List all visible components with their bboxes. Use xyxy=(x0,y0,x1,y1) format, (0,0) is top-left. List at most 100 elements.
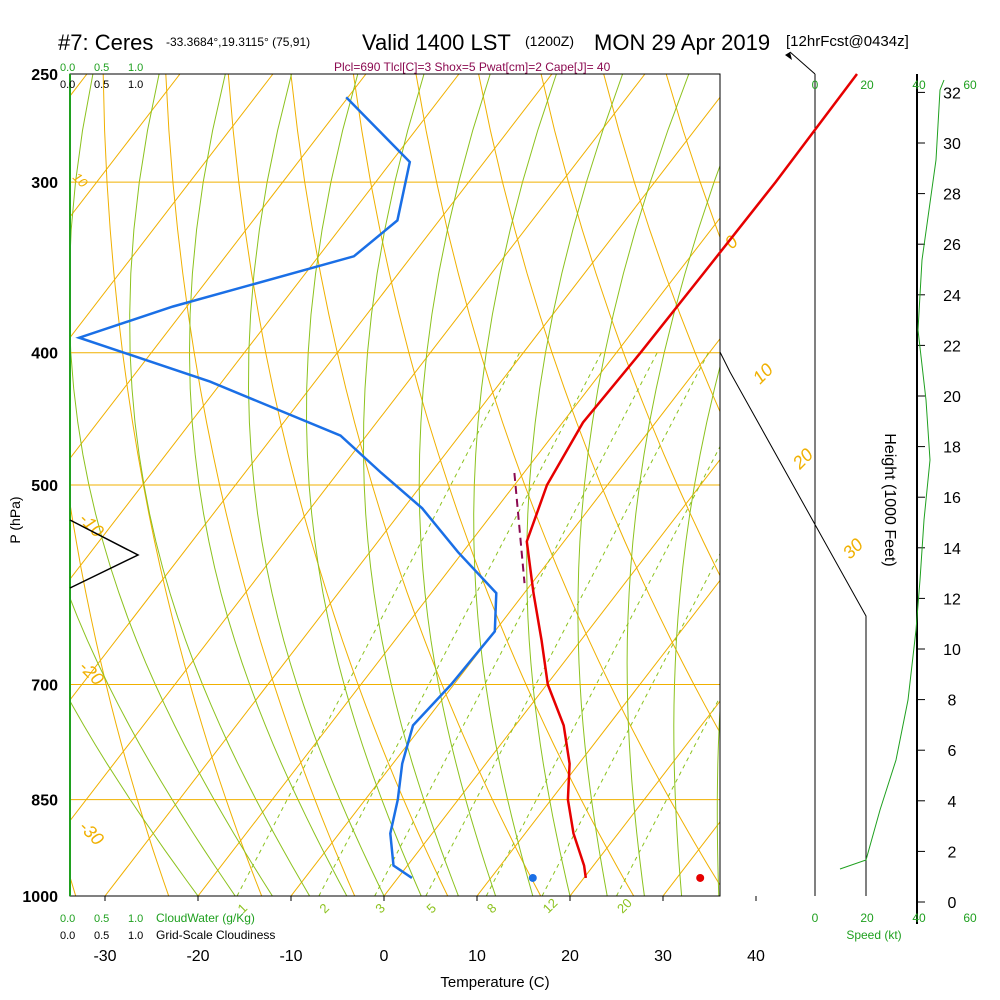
moist-adiabat-lines xyxy=(70,74,720,896)
wind-barb-feather xyxy=(793,255,799,269)
dry-adiabat-line xyxy=(603,74,720,413)
wind-barb-feather xyxy=(789,762,795,776)
wind-barb-feather xyxy=(789,775,795,789)
wind-speed-label: Speed (kt) xyxy=(846,928,901,942)
pressure-label: 500 xyxy=(31,478,58,495)
wind-barb-feather xyxy=(789,346,795,360)
wind-barb-feather xyxy=(789,580,795,594)
wind-barb-staff xyxy=(815,842,816,843)
wind-barb-feather xyxy=(789,424,795,438)
isotherm-label: 0 xyxy=(721,232,742,253)
cloudwater-label: CloudWater (g/Kg) xyxy=(156,911,255,925)
wind-barb-feather xyxy=(793,190,799,204)
cloudiness-bottom-tick: 0.5 xyxy=(94,930,109,942)
wind-barb-feather xyxy=(793,424,799,438)
wind-barb-feather xyxy=(793,749,799,763)
wind-barb-feather xyxy=(797,853,803,867)
height-tick-label: 8 xyxy=(948,693,957,710)
cloudwater-top-tick: 0.5 xyxy=(94,62,109,74)
x-tick-label: 30 xyxy=(654,948,672,965)
wind-barb-feather xyxy=(797,203,803,217)
mixing-ratio-line xyxy=(616,695,720,896)
wind-barb-staff xyxy=(815,179,816,180)
height-axis-label: Height (1000 Feet) xyxy=(881,433,898,566)
wind-barb-staff xyxy=(815,127,816,128)
height-tick-label: 30 xyxy=(943,136,961,153)
wind-barb-feather xyxy=(797,190,803,204)
moist-adiabat-line xyxy=(70,596,236,896)
wind-barb-feather xyxy=(789,788,795,802)
dry-adiabat-line xyxy=(478,74,720,734)
wind-barb-feather xyxy=(793,697,799,711)
wind-barb-feather xyxy=(789,710,795,724)
mixing-ratio-lines xyxy=(236,352,720,896)
wind-barb-feather xyxy=(797,502,803,516)
height-tick-label: 2 xyxy=(948,844,957,861)
isotherm-label: 30 xyxy=(839,535,867,563)
wind-barb-feather xyxy=(797,684,803,698)
wind-barb-feather xyxy=(793,385,799,399)
x-tick-label: 40 xyxy=(747,948,765,965)
wind-barb-feather xyxy=(789,736,795,750)
wind-barb-staff xyxy=(815,322,816,323)
height-tick-label: 10 xyxy=(943,642,961,659)
wind-speed-bottom-tick: 60 xyxy=(963,911,977,925)
parcel-lifted-line xyxy=(513,472,526,584)
wind-barb-staff xyxy=(815,387,816,388)
wind-barb-staff xyxy=(815,569,816,570)
wind-barb-feather xyxy=(797,177,803,191)
wind-barb-feather xyxy=(797,398,803,412)
wind-barb-feather xyxy=(789,515,795,529)
wind-barb-staff xyxy=(815,296,816,297)
wind-barb-feather xyxy=(793,242,799,256)
wind-barb-feather xyxy=(797,723,803,737)
wind-barb-feather xyxy=(789,697,795,711)
moist-adiabat-line xyxy=(577,74,690,896)
wind-barb-feather xyxy=(797,658,803,672)
wind-barb-feather xyxy=(793,554,799,568)
x-tick-label: 0 xyxy=(380,948,389,965)
wind-barb-feather xyxy=(789,749,795,763)
wind-barb-feather xyxy=(793,268,799,282)
cloudiness-top-tick: 0.0 xyxy=(60,79,75,91)
wind-speed-profile-line xyxy=(839,79,945,870)
isotherm-label: -30 xyxy=(75,817,108,850)
wind-barb-staff xyxy=(815,205,816,206)
wind-barb-feather xyxy=(793,658,799,672)
wind-barb-feather xyxy=(797,775,803,789)
moist-adiabat-line xyxy=(673,364,720,896)
wind-barb-feather xyxy=(793,619,799,633)
surface-dewpoint-marker xyxy=(528,873,537,882)
moist-adiabat-line xyxy=(247,74,385,896)
wind-speed-top-tick: 20 xyxy=(860,78,874,92)
wind-barb-staff xyxy=(815,634,816,635)
dry-adiabat-line xyxy=(540,74,720,577)
wind-barb-staff xyxy=(815,777,816,778)
y-axis-label: P (hPa) xyxy=(7,496,23,543)
wind-barb-feather xyxy=(797,671,803,685)
cloudwater-bottom-axis: 0.0 0.5 1.0 CloudWater (g/Kg) 0.0 0.5 1.… xyxy=(60,911,275,942)
wind-barb-staff xyxy=(815,140,816,141)
wind-barb-feather xyxy=(789,125,795,139)
wind-barb-feather xyxy=(793,567,799,581)
wind-barb-feather xyxy=(797,164,803,178)
wind-barb-feather xyxy=(793,684,799,698)
mixing-ratio-label: 3 xyxy=(372,900,388,916)
wind-barb-feather xyxy=(797,710,803,724)
wind-barb-feather xyxy=(797,749,803,763)
isotherm-line xyxy=(70,74,367,460)
dewpoint-line xyxy=(75,96,498,879)
isotherm-label-top: 10 xyxy=(70,170,91,191)
wind-barb-feather xyxy=(793,606,799,620)
wind-barb-staff xyxy=(815,686,816,687)
wind-barb-feather xyxy=(793,177,799,191)
wind-barb-feather xyxy=(789,684,795,698)
pressure-label: 250 xyxy=(31,67,58,84)
wind-barb-feather xyxy=(793,671,799,685)
wind-barb-feather xyxy=(789,398,795,412)
wind-barb-feather xyxy=(793,229,799,243)
wind-barb-staff xyxy=(815,283,816,284)
wind-barb-feather xyxy=(789,541,795,555)
wind-barb-feather xyxy=(793,853,799,867)
